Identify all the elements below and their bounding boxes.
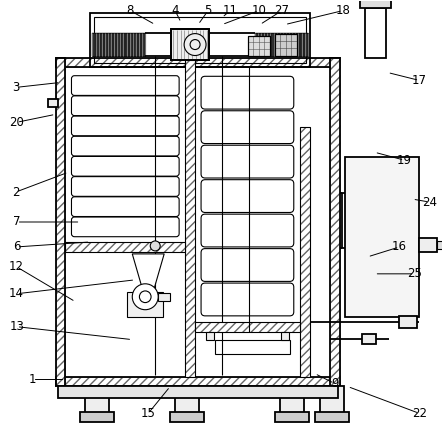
Text: 4: 4 [171, 4, 179, 17]
Bar [360, 0, 392, 8]
Text: 10: 10 [252, 4, 266, 17]
Bar [55, 377, 340, 386]
Bar [320, 386, 344, 415]
Bar [171, 29, 209, 60]
Bar [85, 386, 109, 415]
Bar [55, 57, 66, 386]
Bar [66, 242, 185, 252]
Text: 5: 5 [204, 4, 212, 17]
Bar [127, 292, 163, 317]
Text: 24: 24 [422, 195, 437, 209]
Bar [345, 157, 420, 317]
Text: 14: 14 [9, 287, 24, 300]
Circle shape [184, 34, 206, 56]
Text: 13: 13 [9, 320, 24, 333]
Bar [171, 29, 209, 60]
Bar [55, 377, 340, 386]
Bar [158, 293, 170, 301]
Bar [90, 13, 310, 68]
Circle shape [150, 241, 160, 251]
Text: 2: 2 [12, 186, 19, 198]
Bar [93, 33, 145, 56]
Bar [55, 57, 340, 68]
Bar [281, 332, 289, 339]
Bar [215, 339, 290, 354]
Bar [361, 334, 376, 343]
Text: 8: 8 [127, 4, 134, 17]
Bar [93, 33, 145, 56]
Bar [206, 332, 214, 339]
Polygon shape [132, 254, 164, 292]
Bar [275, 34, 297, 56]
Bar [275, 34, 297, 56]
Bar [94, 17, 306, 64]
Bar [248, 36, 270, 56]
Bar [195, 322, 300, 332]
Text: 1: 1 [29, 373, 36, 386]
Bar [55, 57, 340, 68]
Bar [342, 194, 354, 248]
Text: 9: 9 [331, 377, 338, 390]
Bar [66, 242, 185, 252]
Text: 6: 6 [13, 240, 20, 253]
Text: 7: 7 [13, 216, 20, 229]
Text: 12: 12 [9, 260, 24, 273]
Bar [55, 57, 66, 386]
Bar [47, 99, 58, 107]
Bar [175, 386, 199, 415]
Text: 22: 22 [412, 407, 427, 420]
Bar [330, 57, 340, 386]
Bar [437, 241, 443, 249]
Circle shape [132, 284, 158, 310]
Text: 19: 19 [397, 154, 412, 167]
Text: 18: 18 [335, 4, 350, 17]
Bar [275, 412, 309, 423]
Text: 3: 3 [12, 81, 19, 94]
Bar [185, 60, 195, 377]
Bar [330, 57, 340, 386]
Text: 20: 20 [9, 116, 24, 129]
Bar [255, 33, 308, 56]
Bar [58, 386, 338, 398]
Bar [315, 412, 349, 423]
Bar [300, 127, 310, 377]
Bar [170, 412, 204, 423]
Bar [420, 238, 437, 252]
Bar [365, 8, 386, 57]
Bar [81, 412, 114, 423]
Bar [255, 33, 308, 56]
Bar [185, 60, 195, 377]
Bar [248, 36, 270, 56]
Bar [400, 316, 417, 328]
Text: 17: 17 [412, 74, 427, 87]
Text: 25: 25 [407, 267, 422, 280]
Bar [280, 386, 304, 415]
Text: 15: 15 [141, 407, 155, 420]
Text: 11: 11 [222, 4, 237, 17]
Text: 27: 27 [274, 4, 289, 17]
Text: 16: 16 [392, 240, 407, 253]
Bar [195, 322, 300, 332]
Bar [300, 127, 310, 377]
